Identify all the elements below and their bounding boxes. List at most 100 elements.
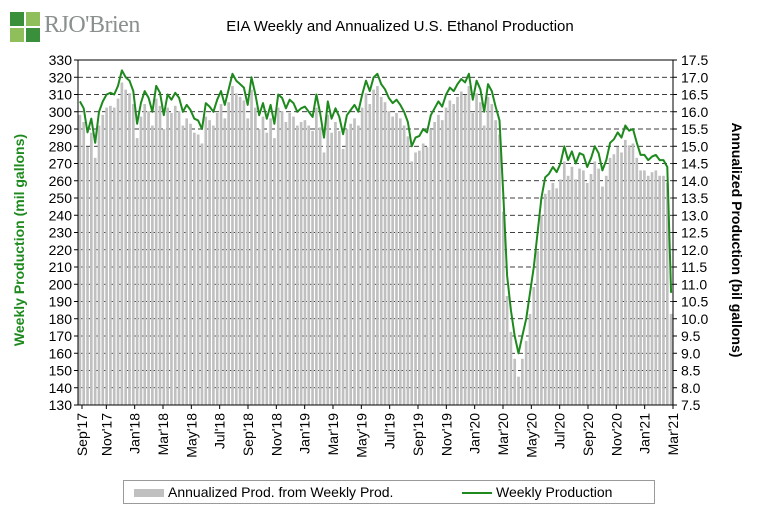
- y-tick-left: 310: [49, 87, 73, 103]
- annualized-bar: [509, 331, 513, 405]
- logo-text: RJO'Brien: [44, 12, 140, 38]
- legend: Annualized Prod. from Weekly Prod. Weekl…: [123, 480, 655, 504]
- annualized-bar: [318, 127, 322, 406]
- annualized-bar: [547, 190, 551, 405]
- annualized-bar: [410, 161, 414, 405]
- x-tick-label: Sep'19: [410, 413, 426, 456]
- annualized-bar: [635, 157, 639, 405]
- annualized-bar: [101, 114, 105, 405]
- annualized-bar: [585, 182, 589, 405]
- annualized-bar: [250, 89, 253, 406]
- annualized-bar: [147, 111, 150, 405]
- y-tick-left: 260: [49, 173, 73, 189]
- annualized-bar: [414, 152, 417, 405]
- annualized-bar: [574, 179, 578, 405]
- annualized-bar: [158, 105, 162, 405]
- annualized-bar: [349, 123, 353, 406]
- annualized-bar: [177, 111, 181, 405]
- y-tick-right: 15.5: [681, 121, 708, 137]
- legend-bar-label: Annualized Prod. from Weekly Prod.: [168, 484, 394, 500]
- annualized-bar: [90, 132, 93, 405]
- annualized-bar: [78, 114, 82, 405]
- annualized-bar: [513, 358, 517, 405]
- annualized-bar: [536, 251, 539, 405]
- annualized-bar: [505, 295, 509, 405]
- annualized-bar: [601, 186, 604, 405]
- x-tick-label: Jan'21: [637, 413, 653, 454]
- x-tick-label: Nov'19: [438, 413, 454, 456]
- annualized-bar: [643, 170, 646, 405]
- annualized-bar: [105, 107, 108, 406]
- annualized-bar: [387, 111, 391, 405]
- y-tick-right: 8.5: [681, 363, 701, 379]
- y-axis-left-label: Weekly Production (mil gallons): [11, 133, 27, 347]
- annualized-bar: [151, 125, 154, 406]
- annualized-bar: [665, 182, 669, 405]
- annualized-bar: [276, 107, 280, 406]
- annualized-bar: [383, 102, 387, 405]
- y-tick-left: 240: [49, 207, 73, 223]
- annualized-bar: [639, 170, 642, 405]
- annualized-bar: [120, 82, 124, 405]
- y-tick-right: 14.5: [681, 156, 708, 172]
- y-tick-right: 16.0: [681, 104, 708, 120]
- annualized-bar: [623, 139, 627, 406]
- y-tick-left: 330: [49, 52, 73, 68]
- annualized-bar: [254, 107, 257, 406]
- annualized-bar: [391, 116, 394, 405]
- annualized-bar: [360, 107, 364, 406]
- annualized-bar: [494, 120, 497, 405]
- annualized-bar: [345, 129, 349, 405]
- annualized-bar: [284, 121, 288, 405]
- annualized-bar: [559, 179, 562, 405]
- annualized-bar: [582, 170, 585, 405]
- annualized-bar: [398, 118, 402, 406]
- annualized-bar: [627, 145, 631, 405]
- y-tick-right: 9.0: [681, 345, 701, 361]
- annualized-bar: [196, 134, 200, 405]
- annualized-bar: [654, 170, 658, 405]
- x-tick-label: Jan'20: [467, 413, 483, 454]
- annualized-bar: [543, 193, 547, 405]
- annualized-bar: [364, 93, 368, 406]
- y-tick-right: 11.0: [681, 276, 707, 292]
- x-tick-label: May'18: [183, 413, 199, 458]
- annualized-bar: [540, 215, 543, 405]
- y-tick-left: 220: [49, 242, 73, 258]
- y-tick-right: 15.0: [681, 138, 708, 154]
- y-tick-right: 12.0: [681, 242, 708, 258]
- annualized-bar: [604, 175, 608, 405]
- annualized-bar: [265, 132, 269, 405]
- annualized-bar: [501, 211, 505, 405]
- annualized-bar: [143, 104, 147, 405]
- annualized-bar: [593, 161, 597, 405]
- annualized-bar: [303, 120, 307, 405]
- y-tick-right: 8.0: [681, 380, 701, 396]
- annualized-bar: [555, 188, 559, 405]
- annualized-bar: [334, 121, 337, 405]
- annualized-bar: [311, 130, 314, 405]
- annualized-bar: [315, 107, 318, 406]
- annualized-bar: [463, 95, 467, 405]
- y-tick-right: 14.0: [681, 173, 708, 189]
- logo-mark-icon: [10, 12, 40, 42]
- annualized-bar: [475, 93, 478, 406]
- x-tick-label: Mar'18: [155, 413, 171, 456]
- annualized-bar: [269, 118, 272, 406]
- annualized-bar: [215, 112, 219, 405]
- annualized-bar: [490, 104, 494, 405]
- y-tick-left: 280: [49, 138, 73, 154]
- annualized-bar: [620, 152, 623, 405]
- annualized-bar: [406, 136, 410, 405]
- y-tick-left: 210: [49, 259, 73, 275]
- annualized-bar: [185, 118, 189, 406]
- annualized-bar: [181, 125, 185, 406]
- legend-item-annualized: Annualized Prod. from Weekly Prod.: [134, 484, 393, 500]
- legend-item-weekly: Weekly Production: [462, 484, 612, 500]
- annualized-bar: [204, 116, 208, 405]
- annualized-bar: [238, 96, 242, 405]
- annualized-bar: [170, 112, 173, 405]
- chart-title: EIA Weekly and Annualized U.S. Ethanol P…: [226, 18, 574, 35]
- annualized-bar: [521, 358, 524, 405]
- annualized-bar: [570, 166, 574, 405]
